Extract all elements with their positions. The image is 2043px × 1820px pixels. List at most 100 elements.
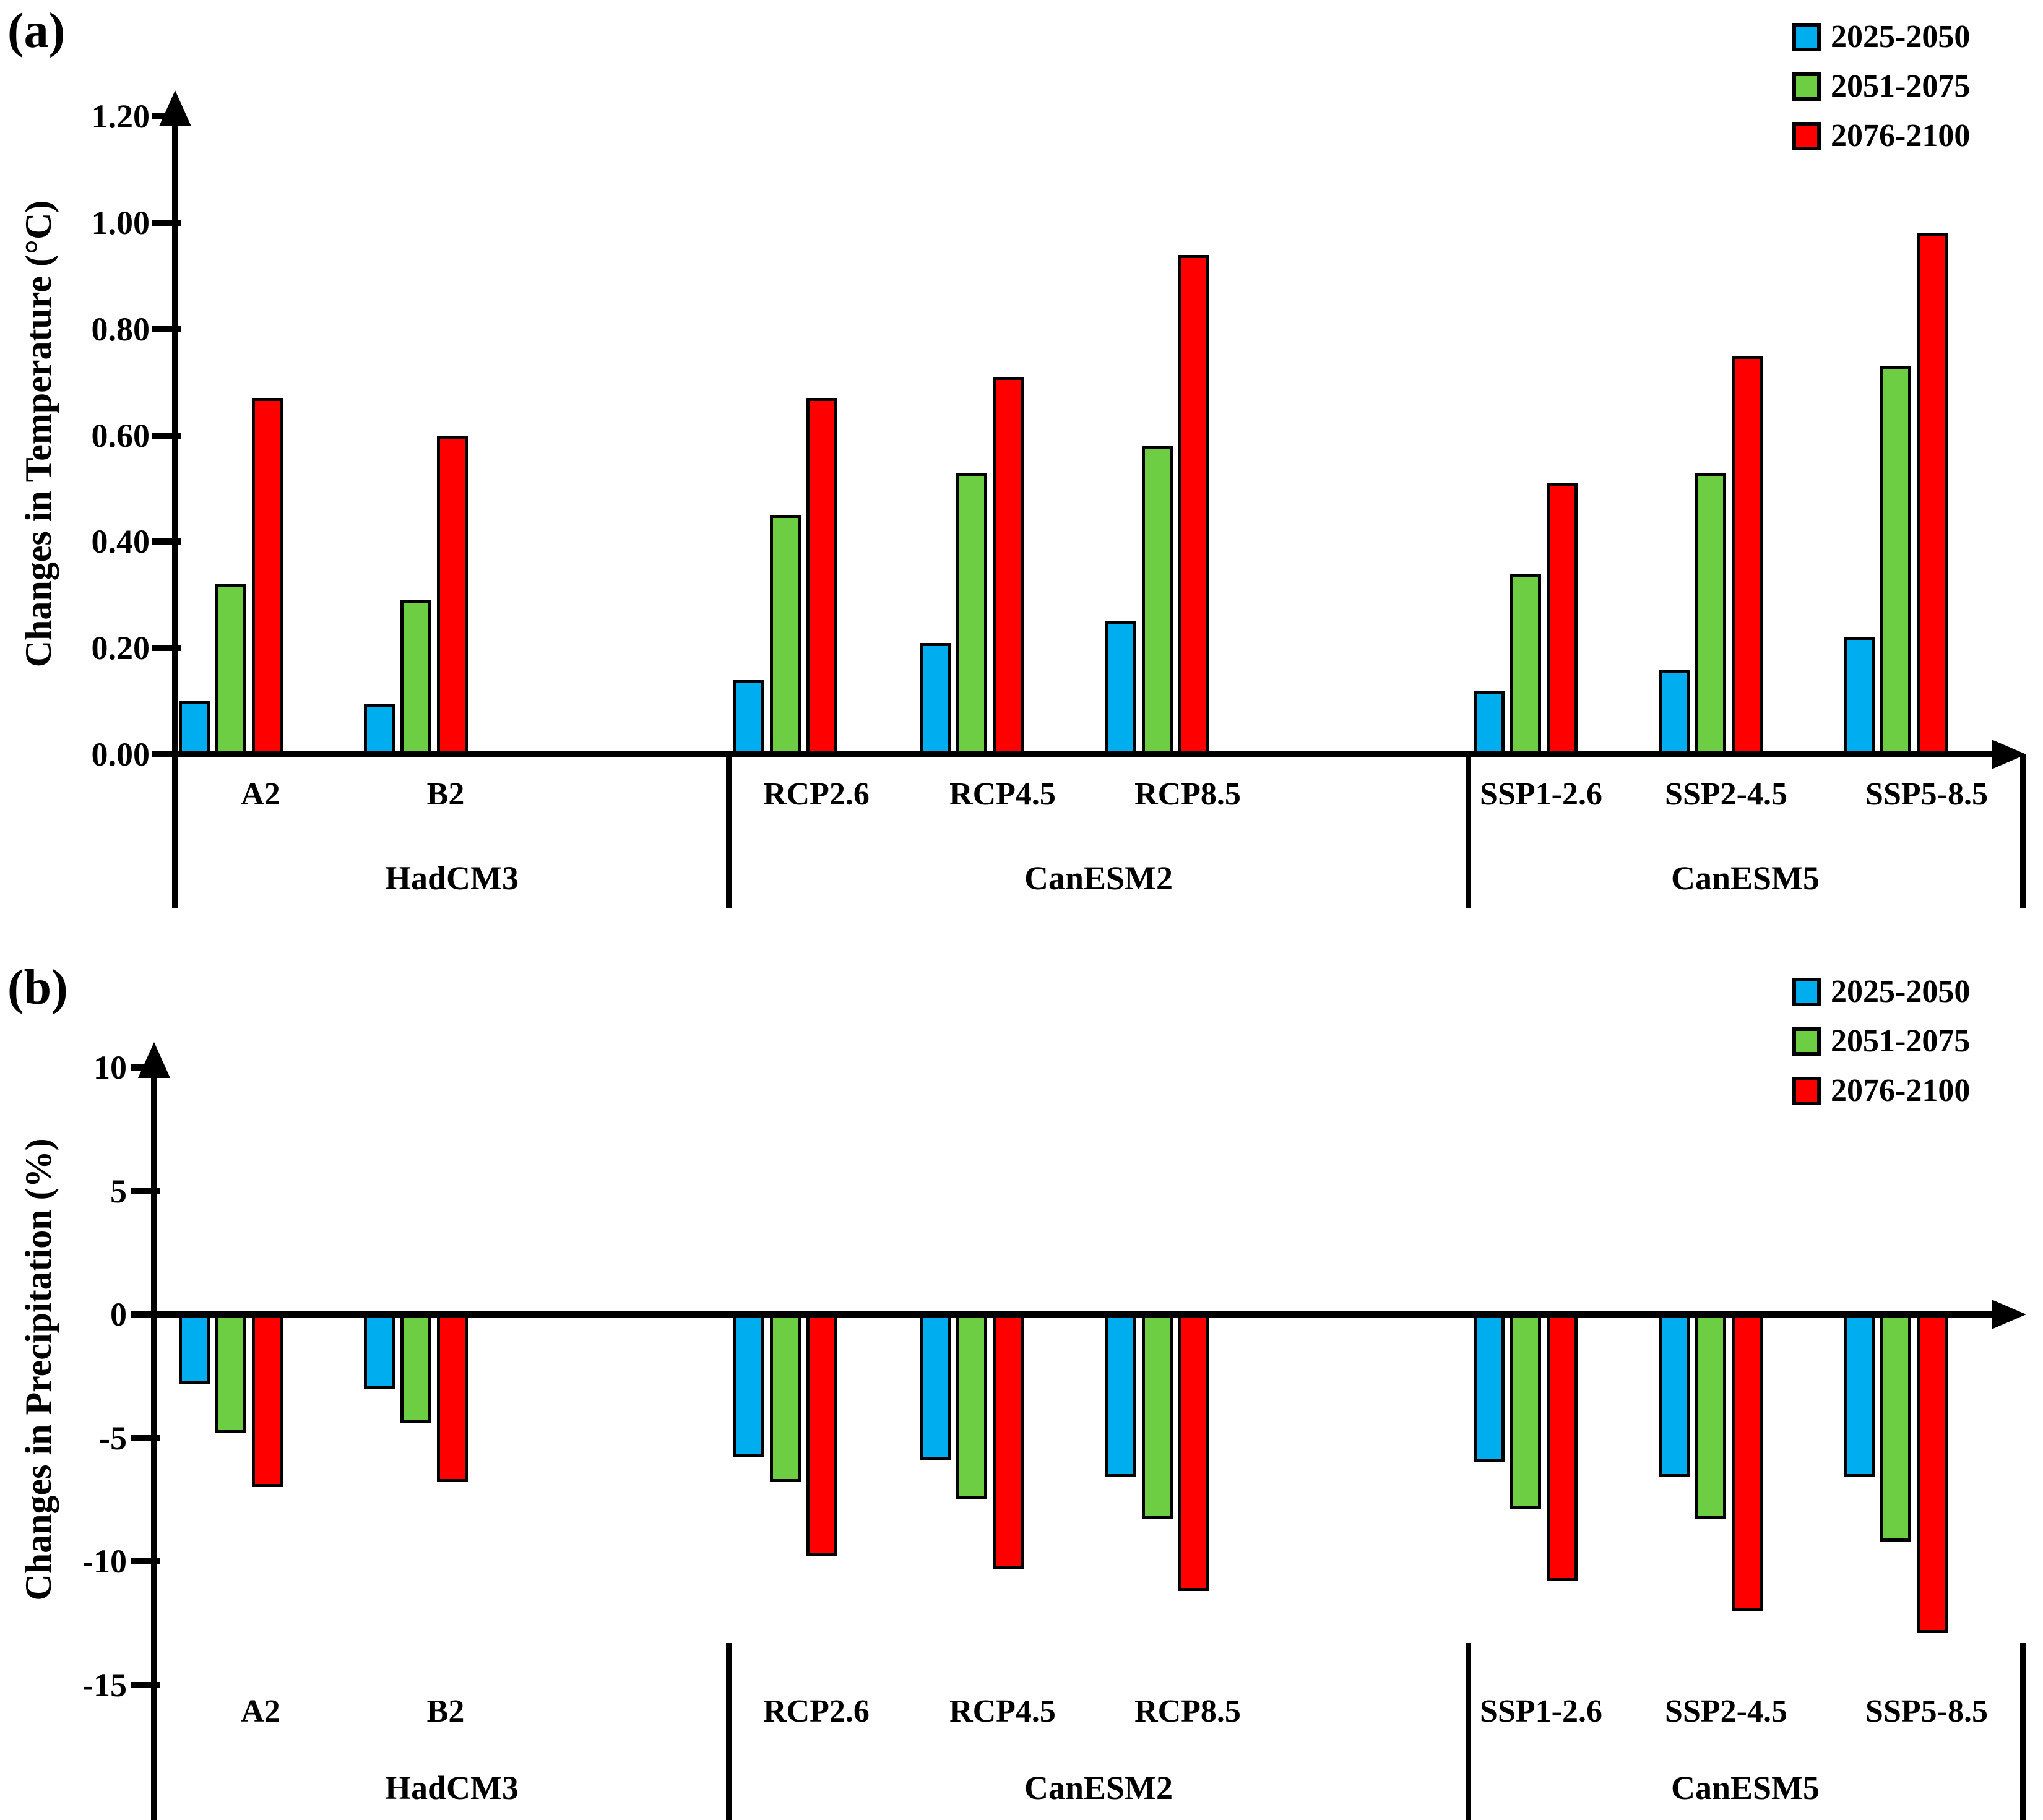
bar-RCP2.6-2076-2100 (806, 398, 837, 757)
legend-label: 2051-2075 (1831, 69, 1971, 104)
y-tick (152, 538, 181, 545)
category-label-SSP1-2.6: SSP1-2.6 (1480, 777, 1602, 812)
category-label-RCP2.6: RCP2.6 (763, 777, 870, 812)
bar-B2-2025-2050 (364, 1311, 395, 1389)
bar-RCP4.5-2051-2075 (956, 473, 987, 757)
bar-A2-2025-2050 (179, 1311, 210, 1384)
legend-item: 2025-2050 (1792, 12, 1970, 62)
bar-SSP5-8.5-2025-2050 (1844, 637, 1875, 757)
legend-label: 2051-2075 (1831, 1024, 1971, 1059)
bar-SSP2-4.5-2025-2050 (1659, 1311, 1690, 1477)
bar-B2-2025-2050 (364, 704, 395, 757)
bar-RCP2.6-2076-2100 (806, 1311, 837, 1556)
x-axis-line (151, 1311, 1995, 1318)
bar-RCP2.6-2025-2050 (733, 680, 764, 757)
y-tick-label: 0 (110, 1296, 127, 1333)
group-label-CanESM2: CanESM2 (1024, 1769, 1173, 1806)
legend-swatch-2051-2075 (1792, 1027, 1821, 1056)
legend-panel-a: 2025-2050 2051-2075 2076-2100 (1792, 12, 1970, 161)
legend-swatch-2051-2075 (1792, 72, 1821, 101)
group-label-CanESM2: CanESM2 (1024, 860, 1173, 897)
bar-B2-2051-2075 (400, 600, 431, 757)
group-divider (1466, 1643, 1471, 1820)
bar-RCP4.5-2025-2050 (920, 1311, 951, 1460)
legend-swatch-2076-2100 (1792, 122, 1821, 150)
category-label-A2: A2 (241, 1694, 280, 1729)
y-tick (152, 220, 181, 226)
category-label-SSP1-2.6: SSP1-2.6 (1480, 1694, 1602, 1729)
bar-RCP8.5-2051-2075 (1142, 446, 1173, 757)
bar-SSP5-8.5-2076-2100 (1917, 1311, 1948, 1633)
category-label-RCP4.5: RCP4.5 (949, 777, 1056, 812)
bar-RCP2.6-2051-2075 (770, 1311, 801, 1482)
bar-RCP4.5-2051-2075 (956, 1311, 987, 1499)
y-axis-title-precipitation: Changes in Precipitation (%) (18, 1138, 59, 1601)
bar-A2-2051-2075 (215, 584, 246, 757)
bar-SSP1-2.6-2051-2075 (1510, 1311, 1541, 1509)
group-divider (726, 1643, 732, 1820)
y-tick-label: 0.00 (91, 736, 150, 773)
bar-B2-2076-2100 (437, 1311, 468, 1482)
bar-RCP4.5-2076-2100 (993, 1311, 1024, 1569)
bar-SSP2-4.5-2051-2075 (1695, 473, 1726, 757)
y-tick (131, 1558, 160, 1564)
y-tick-label: 0.80 (91, 311, 150, 348)
bar-RCP4.5-2025-2050 (920, 643, 951, 757)
y-tick-label: 10 (93, 1049, 127, 1086)
bar-RCP8.5-2051-2075 (1142, 1311, 1173, 1519)
bar-SSP2-4.5-2076-2100 (1732, 356, 1763, 757)
y-tick (131, 1188, 160, 1194)
bar-SSP1-2.6-2076-2100 (1547, 483, 1578, 757)
category-label-RCP8.5: RCP8.5 (1134, 1694, 1241, 1729)
legend-swatch-2025-2050 (1792, 978, 1821, 1006)
y-tick-label: 0.60 (91, 417, 150, 454)
legend-item: 2076-2100 (1792, 111, 1970, 161)
legend-label: 2076-2100 (1831, 1073, 1971, 1108)
legend-item: 2051-2075 (1792, 1017, 1970, 1066)
legend-panel-b: 2025-2050 2051-2075 2076-2100 (1792, 967, 1970, 1116)
bar-SSP1-2.6-2076-2100 (1547, 1311, 1578, 1581)
bar-A2-2051-2075 (215, 1311, 246, 1433)
y-tick-label: -5 (99, 1420, 127, 1457)
bar-RCP8.5-2076-2100 (1178, 1311, 1209, 1591)
group-divider (1466, 754, 1471, 908)
group-label-HadCM3: HadCM3 (385, 860, 519, 897)
bar-SSP2-4.5-2025-2050 (1659, 670, 1690, 757)
bar-B2-2076-2100 (437, 436, 468, 757)
bar-SSP1-2.6-2025-2050 (1474, 1311, 1505, 1462)
category-label-SSP2-4.5: SSP2-4.5 (1665, 1694, 1787, 1729)
y-tick-label: -15 (82, 1667, 127, 1704)
bar-A2-2076-2100 (252, 1311, 283, 1487)
group-divider (2020, 754, 2026, 908)
bar-RCP8.5-2025-2050 (1105, 621, 1136, 757)
y-tick-label: 5 (110, 1173, 127, 1210)
group-divider (2020, 1643, 2026, 1820)
x-axis-arrow (1992, 1300, 2026, 1329)
y-tick-label: 0.20 (91, 629, 150, 666)
category-label-SSP5-8.5: SSP5-8.5 (1865, 1694, 1988, 1729)
category-label-A2: A2 (241, 777, 280, 812)
group-label-HadCM3: HadCM3 (385, 1769, 519, 1806)
category-label-B2: B2 (426, 1694, 465, 1729)
legend-swatch-2025-2050 (1792, 23, 1821, 51)
bar-RCP8.5-2025-2050 (1105, 1311, 1136, 1477)
y-tick-label: -10 (82, 1543, 127, 1580)
panel-b-label: (b) (7, 960, 68, 1015)
legend-swatch-2076-2100 (1792, 1077, 1821, 1105)
bar-SSP2-4.5-2051-2075 (1695, 1311, 1726, 1519)
bar-B2-2051-2075 (400, 1311, 431, 1423)
bar-SSP2-4.5-2076-2100 (1732, 1311, 1763, 1611)
bar-RCP2.6-2051-2075 (770, 515, 801, 757)
bar-SSP5-8.5-2051-2075 (1880, 1311, 1911, 1542)
category-label-RCP2.6: RCP2.6 (763, 1694, 870, 1729)
legend-item: 2025-2050 (1792, 967, 1970, 1017)
x-axis-line (172, 751, 1995, 757)
panel-a-label: (a) (7, 4, 66, 58)
bar-A2-2025-2050 (179, 701, 210, 757)
legend-item: 2076-2100 (1792, 1066, 1970, 1116)
legend-label: 2076-2100 (1831, 118, 1971, 153)
bar-RCP2.6-2025-2050 (733, 1311, 764, 1457)
y-tick (152, 326, 181, 332)
bar-A2-2076-2100 (252, 398, 283, 757)
